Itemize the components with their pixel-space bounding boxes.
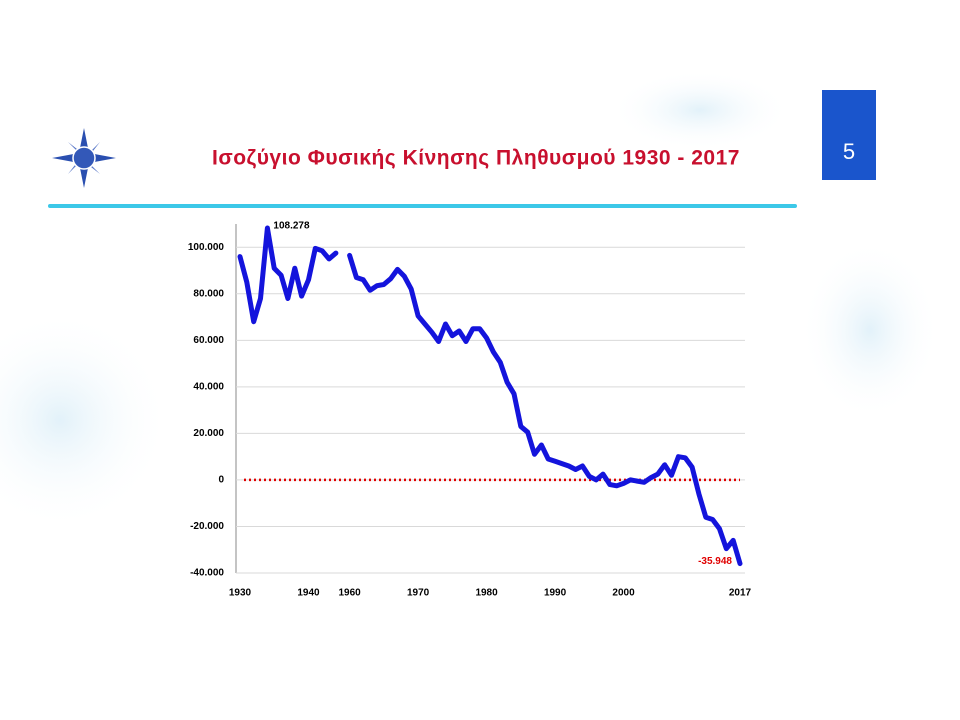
y-tick-label: 0: [218, 475, 224, 486]
x-tick-label: 1990: [544, 588, 567, 599]
y-tick-label: 40.000: [193, 382, 224, 393]
data-label: -35.948: [698, 556, 732, 567]
x-tick-label: 2000: [612, 588, 635, 599]
x-tick-label: 1930: [229, 588, 252, 599]
data-line: [347, 252, 743, 567]
bg-glow: [0, 310, 170, 530]
bg-glow: [610, 70, 790, 150]
y-tick-label: -40.000: [190, 568, 224, 579]
y-tick-label: 80.000: [193, 288, 224, 299]
data-label: 108.278: [273, 221, 310, 232]
y-tick-label: 20.000: [193, 428, 224, 439]
x-tick-label: 1980: [475, 588, 498, 599]
data-line: [237, 225, 339, 325]
y-tick-label: 100.000: [188, 242, 225, 253]
slide-number: 5: [843, 139, 855, 164]
x-tick-label: 1960: [338, 588, 361, 599]
slide-number-box: [822, 90, 876, 180]
x-tick-label: 1970: [407, 588, 430, 599]
x-tick-label: 2017: [729, 588, 752, 599]
y-tick-label: -20.000: [190, 521, 224, 532]
x-tick-label: 1940: [297, 588, 320, 599]
bg-glow: [800, 240, 940, 420]
logo: [52, 128, 116, 188]
y-tick-label: 60.000: [193, 335, 224, 346]
chart-title: Ισοζύγιο Φυσικής Κίνησης Πληθυσμού 1930 …: [212, 147, 740, 170]
